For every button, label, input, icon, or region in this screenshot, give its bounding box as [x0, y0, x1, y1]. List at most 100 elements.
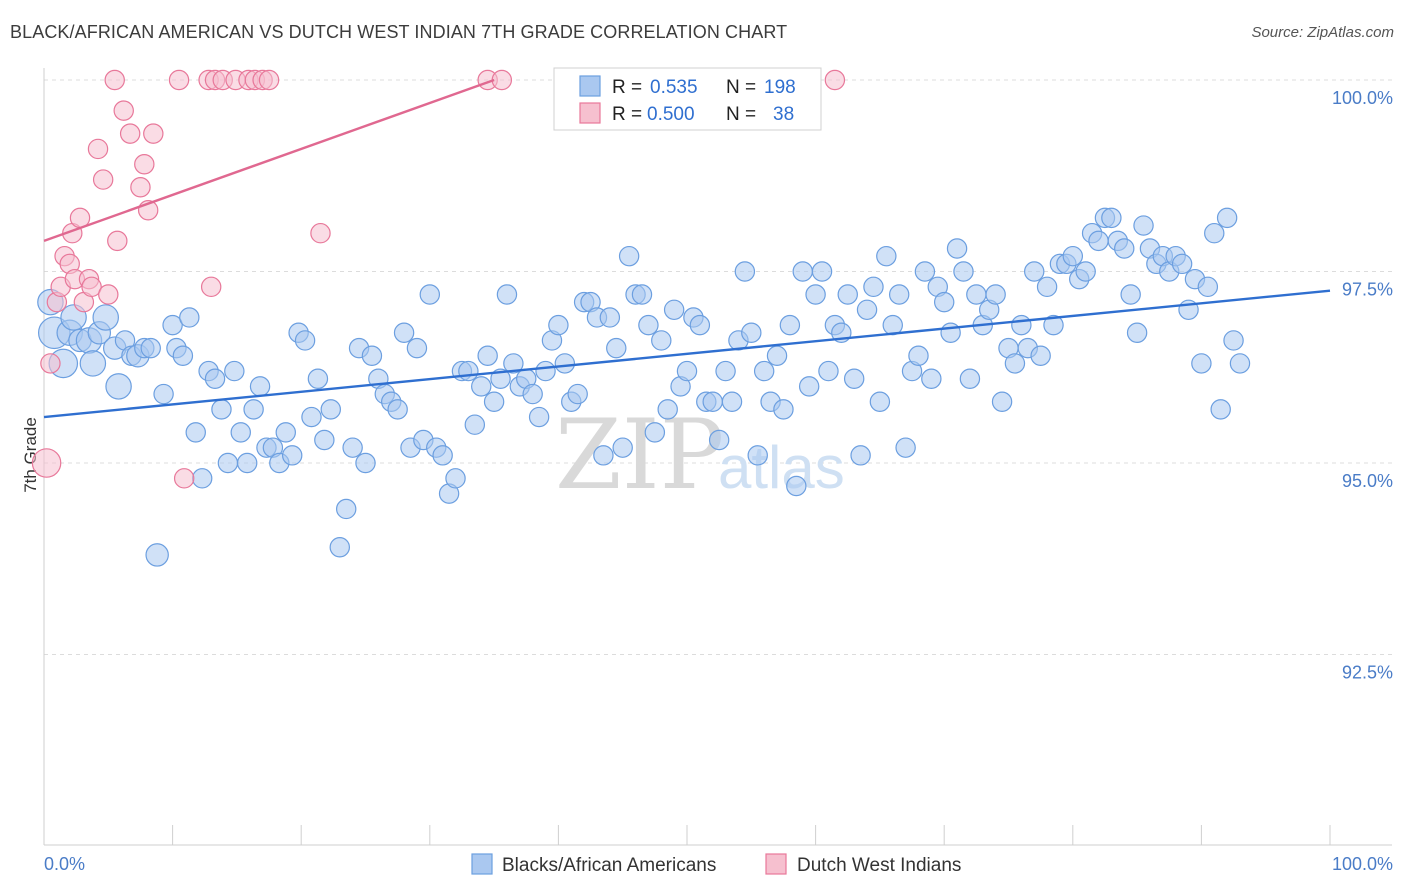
blacks-point: [1223, 330, 1244, 351]
trendline-dutch: [43, 78, 495, 242]
watermark: ZIP atlas: [555, 399, 845, 511]
blacks-point: [708, 429, 730, 451]
blacks-point: [483, 391, 505, 412]
dutch-point: [143, 123, 164, 144]
blacks-point: [837, 284, 858, 305]
blacks-point: [335, 498, 357, 520]
legend-n-value-blue: 198: [764, 77, 796, 98]
blacks-point: [991, 391, 1013, 412]
blacks-point: [966, 284, 987, 305]
blacks-point: [1114, 238, 1135, 259]
blacks-point: [172, 345, 194, 366]
blacks-point: [593, 445, 614, 466]
dutch-point: [258, 69, 280, 91]
blacks-point: [818, 360, 839, 382]
blacks-point: [766, 345, 788, 366]
blacks-point: [355, 452, 376, 474]
blacks-point: [503, 353, 524, 374]
blacks-point: [224, 360, 245, 382]
dutch-point: [200, 276, 222, 298]
blacks-point: [888, 284, 910, 305]
blacks-point: [921, 368, 942, 389]
blacks-point: [1023, 261, 1045, 282]
legend-r-value-pink: 0.500: [647, 104, 695, 125]
blacks-point: [477, 345, 498, 366]
blacks-point: [811, 261, 833, 282]
blacks-point: [638, 314, 659, 336]
legend-swatch-blue: [579, 75, 601, 97]
y-tick-label: 100.0%: [1332, 88, 1393, 108]
blacks-point: [940, 322, 961, 344]
legend-r-label-pink: R =: [612, 104, 642, 125]
dutch-point: [92, 169, 114, 190]
legend-n-label-pink: N =: [726, 104, 756, 125]
blacks-point: [1062, 245, 1084, 267]
blacks-point: [715, 360, 736, 382]
blacks-point: [185, 422, 206, 443]
blacks-point: [191, 468, 213, 489]
blacks-point: [843, 368, 865, 389]
blacks-point: [145, 543, 169, 567]
blacks-point: [179, 307, 200, 328]
x-tick-label-min: 0.0%: [44, 854, 85, 874]
blacks-point: [869, 391, 891, 412]
blacks-point: [1204, 222, 1225, 244]
blacks-point: [599, 307, 621, 328]
blacks-point: [863, 276, 884, 298]
watermark-atlas: atlas: [718, 434, 845, 501]
blacks-point: [567, 383, 588, 405]
dutch-point: [40, 353, 61, 374]
blacks-point: [140, 337, 161, 359]
x-tick-label-max: 100.0%: [1332, 854, 1393, 874]
source-label: Source: ZipAtlas.com: [1251, 24, 1394, 41]
blacks-point: [1004, 353, 1026, 374]
blacks-point: [204, 368, 226, 389]
blacks-point: [747, 445, 768, 466]
blacks-point: [773, 399, 794, 420]
blacks-point: [606, 337, 627, 359]
blacks-point: [618, 245, 640, 267]
blacks-point: [105, 373, 132, 400]
blacks-point: [490, 368, 511, 389]
y-axis-label: 7th Grade: [21, 417, 40, 493]
blacks-point: [211, 399, 232, 420]
dutch-point: [130, 177, 151, 198]
trendline-blacks: [43, 289, 1331, 419]
series-legend: Blacks/African Americans Dutch West Indi…: [471, 853, 961, 876]
blacks-point: [162, 314, 183, 336]
blacks-point: [1197, 276, 1219, 298]
blacks-point: [281, 445, 303, 466]
blacks-point: [217, 452, 239, 474]
blacks-point: [1075, 261, 1096, 282]
blacks-point: [496, 284, 518, 305]
blacks-point: [895, 437, 916, 458]
blacks-point: [432, 445, 453, 466]
blacks-point: [876, 245, 897, 267]
blacks-point: [320, 399, 341, 420]
dutch-point: [168, 69, 190, 91]
blacks-point: [522, 383, 543, 405]
stats-legend: R = 0.535 N = 198 R = 0.500 N = 38: [553, 67, 822, 131]
bottom-legend-swatch-blue: [471, 853, 493, 875]
blacks-point: [471, 376, 492, 397]
blacks-point: [275, 422, 296, 443]
dutch-point: [173, 468, 195, 489]
blacks-point: [535, 360, 556, 382]
bottom-legend-swatch-pink: [765, 853, 787, 875]
blacks-point: [1043, 314, 1064, 336]
blacks-point: [651, 330, 672, 351]
legend-r-value-blue: 0.535: [650, 77, 698, 98]
blacks-point: [908, 345, 929, 366]
blacks-point: [548, 314, 569, 336]
blacks-point: [554, 353, 576, 374]
dutch-point: [310, 222, 331, 244]
dutch-point: [824, 69, 846, 91]
blacks-point: [741, 322, 762, 344]
bottom-legend-label-pink: Dutch West Indians: [797, 855, 961, 876]
blacks-point: [721, 391, 743, 412]
blacks-point: [419, 284, 441, 305]
blacks-point: [631, 284, 653, 305]
blacks-point: [946, 238, 968, 259]
blacks-point: [1216, 207, 1238, 229]
blacks-point: [393, 322, 415, 344]
